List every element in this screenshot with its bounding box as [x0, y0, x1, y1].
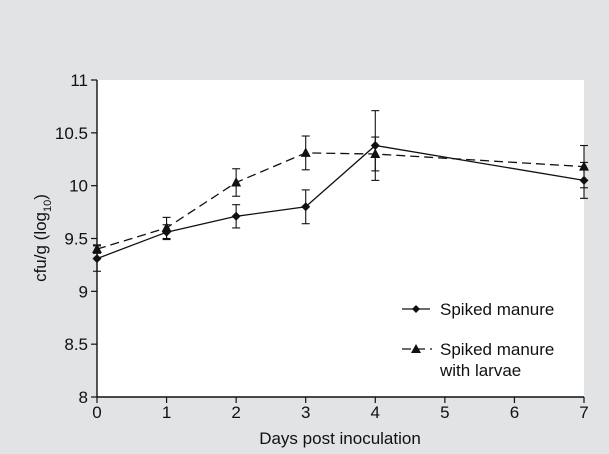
- series-spiked-manure-larvae: [92, 135, 589, 254]
- data-point-diamond: [92, 254, 102, 264]
- axes: [91, 79, 585, 403]
- data-point-triangle: [579, 161, 589, 171]
- x-axis-title: Days post inoculation: [259, 429, 421, 448]
- chart-marks: [92, 110, 589, 272]
- data-point-triangle: [92, 243, 102, 254]
- legend-label-spiked-manure: Spiked manure: [440, 300, 554, 319]
- data-point-diamond: [231, 211, 241, 221]
- x-tick-label: 3: [301, 403, 310, 422]
- series-line-spiked-manure-larvae: [96, 152, 585, 250]
- x-tick-label: 5: [440, 403, 449, 422]
- legend-label-spiked-manure-larvae-2: with larvae: [439, 361, 521, 380]
- tick-labels: 8 8.5 9 9.5 10 10.5 11 0 1 2 3 4 5 6 7: [55, 71, 589, 422]
- legend: Spiked manure Spiked manure with larvae: [402, 300, 554, 380]
- y-axis-title-end: ): [31, 194, 50, 200]
- legend-diamond-marker: [412, 305, 420, 313]
- series-line-spiked-manure: [96, 144, 585, 260]
- x-tick-label: 7: [579, 403, 588, 422]
- legend-label-spiked-manure-larvae-1: Spiked manure: [440, 340, 554, 359]
- plot-area: [97, 80, 584, 397]
- y-tick-label: 8.5: [64, 335, 88, 354]
- y-tick-label: 10.5: [55, 124, 88, 143]
- x-tick-label: 6: [510, 403, 519, 422]
- x-tick-label: 4: [371, 403, 380, 422]
- y-axis-title: cfu/g (log10): [31, 194, 54, 282]
- data-point-triangle: [231, 176, 242, 187]
- x-tick-label: 0: [92, 403, 101, 422]
- data-point-triangle: [370, 148, 381, 158]
- y-tick-label: 8: [79, 388, 88, 407]
- x-tick-label: 1: [162, 403, 171, 422]
- data-point-triangle: [300, 147, 311, 157]
- y-tick-label: 9.5: [64, 230, 88, 249]
- legend-triangle-marker: [411, 344, 421, 353]
- y-axis-title-sub: 10: [42, 200, 54, 212]
- data-point-triangle: [161, 222, 172, 232]
- x-tick-label: 2: [231, 403, 240, 422]
- data-point-diamond: [301, 202, 311, 212]
- y-axis-title-main: cfu/g (log: [31, 212, 50, 282]
- y-tick-label: 9: [79, 282, 88, 301]
- y-tick-label: 10: [69, 177, 88, 196]
- y-tick-label: 11: [70, 71, 88, 90]
